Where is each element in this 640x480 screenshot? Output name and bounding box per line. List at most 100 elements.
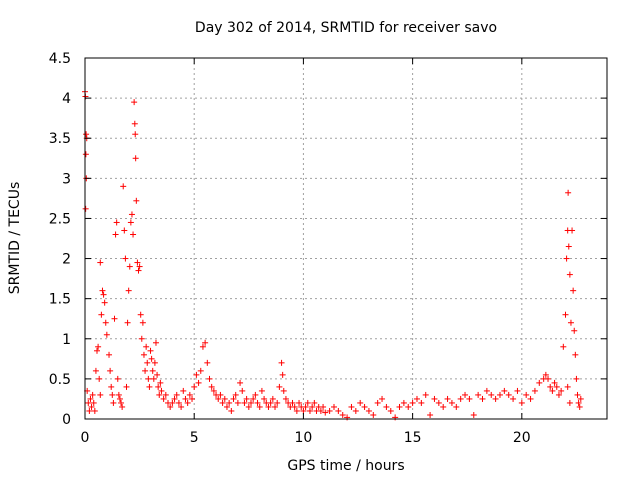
data-point — [112, 231, 119, 238]
data-point — [320, 403, 327, 410]
y-axis-title: SRMTID / TECUs — [7, 182, 23, 295]
data-point — [101, 299, 108, 306]
data-point — [91, 407, 98, 414]
data-point — [505, 391, 512, 398]
data-point — [234, 399, 241, 406]
y-tick-label: 4 — [62, 91, 71, 107]
data-point — [210, 387, 217, 394]
data-point — [156, 391, 163, 398]
data-point — [191, 383, 198, 390]
data-point — [422, 391, 429, 398]
data-point — [100, 291, 107, 298]
data-point — [131, 120, 138, 127]
data-point — [197, 367, 204, 374]
data-point — [151, 359, 158, 366]
data-point — [99, 287, 106, 294]
data-point — [136, 263, 143, 270]
y-tick-label: 0.5 — [49, 372, 71, 388]
data-point — [140, 351, 147, 358]
data-point — [413, 395, 420, 402]
data-point — [182, 395, 189, 402]
data-point — [193, 371, 200, 378]
data-point — [106, 351, 113, 358]
data-point — [311, 399, 318, 406]
data-point — [149, 367, 156, 374]
data-point — [370, 411, 377, 418]
data-point — [563, 255, 570, 262]
data-point — [453, 403, 460, 410]
data-point — [309, 403, 316, 410]
data-point — [258, 387, 265, 394]
data-point — [252, 391, 259, 398]
data-point — [97, 391, 104, 398]
tick-labels: 0 0.5 1 1.5 2 2.5 3 3.5 4 4.5 0 5 10 15 20 — [49, 51, 531, 446]
data-point — [565, 243, 572, 250]
data-point — [565, 189, 572, 196]
data-point — [82, 205, 89, 212]
data-point — [444, 395, 451, 402]
data-point — [405, 403, 412, 410]
data-point — [470, 411, 477, 418]
y-tick-label: 1 — [62, 332, 71, 348]
data-point — [122, 255, 129, 262]
data-points — [82, 88, 584, 421]
y-tick-label: 3 — [62, 171, 71, 187]
x-tick-label: 5 — [190, 430, 199, 446]
data-point — [206, 375, 213, 382]
data-point — [178, 403, 185, 410]
data-point — [152, 339, 159, 346]
data-point — [256, 403, 263, 410]
data-point — [223, 403, 230, 410]
data-point — [566, 399, 573, 406]
data-point — [119, 403, 126, 410]
data-point — [124, 319, 131, 326]
data-point — [577, 395, 584, 402]
data-point — [158, 387, 165, 394]
data-point — [280, 387, 287, 394]
data-point — [221, 395, 228, 402]
y-tick-label: 0 — [62, 412, 71, 428]
data-point — [184, 399, 191, 406]
data-point — [276, 383, 283, 390]
data-point — [96, 375, 103, 382]
data-point — [114, 375, 121, 382]
data-point — [219, 399, 226, 406]
data-point — [560, 343, 567, 350]
data-point — [555, 391, 562, 398]
data-point — [575, 399, 582, 406]
data-point — [131, 99, 138, 106]
data-point — [545, 375, 552, 382]
data-point — [138, 335, 145, 342]
data-point — [352, 407, 359, 414]
data-point — [269, 395, 276, 402]
data-point — [523, 391, 530, 398]
data-point — [90, 399, 97, 406]
data-point — [145, 375, 152, 382]
data-point — [570, 287, 577, 294]
data-point — [155, 383, 162, 390]
data-point — [245, 403, 252, 410]
data-point — [279, 371, 286, 378]
data-point — [135, 267, 142, 274]
y-tick-label: 1.5 — [49, 292, 71, 308]
data-point — [564, 383, 571, 390]
data-point — [387, 407, 394, 414]
data-point — [132, 155, 139, 162]
data-point — [98, 311, 105, 318]
data-point — [549, 387, 556, 394]
data-point — [518, 399, 525, 406]
data-point — [348, 403, 355, 410]
data-point — [157, 379, 164, 386]
data-point — [551, 379, 558, 386]
data-point — [574, 391, 581, 398]
data-point — [94, 347, 101, 354]
data-point — [241, 399, 248, 406]
data-point — [418, 399, 425, 406]
data-point — [162, 391, 169, 398]
data-point — [86, 407, 93, 414]
data-point — [396, 403, 403, 410]
data-point — [120, 183, 127, 190]
data-point — [322, 409, 329, 416]
x-tick-label: 15 — [404, 430, 422, 446]
data-point — [195, 379, 202, 386]
